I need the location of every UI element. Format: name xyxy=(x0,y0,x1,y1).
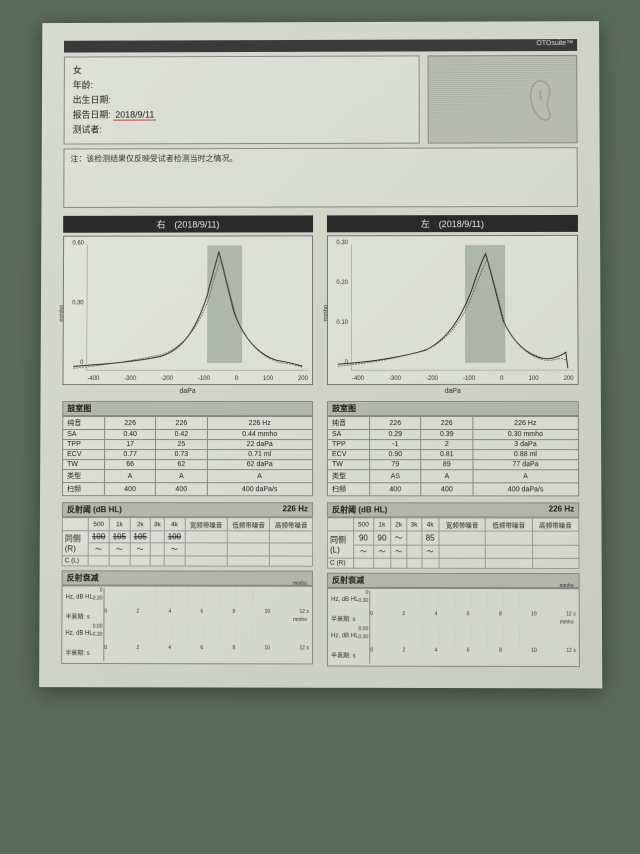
table-row: TPP172522 daPa xyxy=(63,440,313,450)
table-row: 类型ASAA xyxy=(328,470,579,483)
report-date-label: 报告日期: xyxy=(73,110,111,120)
decay-row: Hz, dB HLmmho0-0.30024681012 s xyxy=(65,588,308,606)
right-tymp-chart: 0.60 0.30 0 mmho -400 -300 -200 -100 0 xyxy=(62,235,313,385)
note-box: 注：该检测结果仅反映受试者检测当时之情况。 xyxy=(63,147,578,208)
table-row: SA0.290.390.30 mmho xyxy=(328,430,579,440)
tester-label: 测试者: xyxy=(73,122,411,136)
note-text: 注：该检测结果仅反映受试者检测当时之情况。 xyxy=(70,154,237,163)
right-decay-title: 反射衰减 xyxy=(62,570,313,585)
table-row: TW666262 daPa xyxy=(63,460,313,470)
table-row: ECV0.900.810.88 ml xyxy=(328,450,579,460)
mini-chart xyxy=(369,645,576,664)
table-row: 纯音226226226 Hz xyxy=(63,417,313,430)
right-column: 右 (2018/9/11) 0.60 0.30 0 mmho -400 - xyxy=(61,215,313,669)
left-tymp-table: 纯音226226226 HzSA0.290.390.30 mmhoTPP-123… xyxy=(327,416,579,496)
table-row: 类型AAA xyxy=(63,470,313,483)
table-row: 扫频400400400 daPa/s xyxy=(62,483,312,496)
decay-row: Hz, dB HLmmho0-0.30024681012 s xyxy=(331,591,576,610)
dob-label: 出生日期: xyxy=(73,92,411,106)
right-decay: Hz, dB HLmmho0-0.30024681012 s 半衰期: sHz, … xyxy=(61,585,313,664)
mini-chart: mmho0-0.30024681012 s xyxy=(369,591,575,609)
patient-info: 女 年龄: 出生日期: 报告日期: 2018/9/11 测试者: xyxy=(64,55,420,144)
table-row: 纯音226226226 Hz xyxy=(328,417,579,430)
ear-icon xyxy=(520,74,570,124)
table-row: TPP-123 daPa xyxy=(328,440,579,450)
mini-chart xyxy=(369,609,576,628)
gender: 女 xyxy=(73,62,411,76)
report-date: 2018/9/11 xyxy=(113,110,156,121)
table-row: 扫频400400400 daPa/s xyxy=(328,483,579,496)
report-page: OTOsuite™ 女 年龄: 出生日期: 报告日期: 2018/9/11 测试… xyxy=(39,21,602,688)
left-tymp-title: 鼓室图 xyxy=(327,401,579,416)
mini-chart xyxy=(103,643,309,662)
right-tymp-title: 鼓室图 xyxy=(62,401,313,416)
columns: 右 (2018/9/11) 0.60 0.30 0 mmho -400 - xyxy=(61,215,580,670)
mini-chart: mmho0-0.30024681012 s xyxy=(103,589,308,607)
right-curve xyxy=(63,236,312,384)
table-row: ECV0.770.730.71 ml xyxy=(63,450,313,460)
left-reflex-title: 反射阈 (dB HL) 226 Hz xyxy=(327,502,579,517)
left-title: 左 (2018/9/11) xyxy=(327,215,578,232)
decay-row: Hz, dB HLmmho0.00-0.30024681012 s xyxy=(65,625,309,644)
ear-illustration xyxy=(428,55,578,144)
decay-row: Hz, dB HLmmho0.00-0.30024681012 s xyxy=(331,627,576,646)
mini-chart: mmho0.00-0.30024681012 s xyxy=(369,627,576,646)
right-x-axis-label: daPa xyxy=(62,388,313,395)
table-row: TW798977 daPa xyxy=(328,460,579,470)
decay-row: 半衰期: s xyxy=(65,643,309,662)
left-tymp-chart: 0.30 0.20 0.10 0 mmho -400 -300 -200 -10… xyxy=(327,235,579,385)
brand-label: OTOsuite™ xyxy=(536,40,573,47)
right-tymp-table: 纯音226226226 HzSA0.400.420.44 mmhoTPP1725… xyxy=(62,416,313,496)
mini-chart: mmho0.00-0.30024681012 s xyxy=(103,625,309,644)
right-reflex-table: 5001k2k3k4k宽频带噪音低频带噪音高频带噪音 同侧(R)10010510… xyxy=(62,517,313,566)
right-x-labels: -400 -300 -200 -100 0 100 200 xyxy=(87,376,308,382)
header-row: 女 年龄: 出生日期: 报告日期: 2018/9/11 测试者: xyxy=(64,55,578,145)
right-reflex-title: 反射阈 (dB HL) 226 Hz xyxy=(62,502,313,517)
left-column: 左 (2018/9/11) 0.30 0.20 0.10 0 mmho - xyxy=(327,215,580,670)
right-title: 右 (2018/9/11) xyxy=(63,215,313,232)
left-x-axis-label: daPa xyxy=(327,388,579,395)
left-x-labels: -400 -300 -200 -100 0 100 200 xyxy=(352,376,574,382)
age-label: 年龄: xyxy=(73,77,411,91)
table-row: SA0.400.420.44 mmho xyxy=(63,430,313,440)
report-date-row: 报告日期: 2018/9/11 xyxy=(73,107,411,121)
top-bar: OTOsuite™ xyxy=(64,39,577,53)
left-reflex-table: 5001k2k3k4k宽频带噪音低频带噪音高频带噪音 同侧(L)9090～85 … xyxy=(327,517,579,569)
mini-chart xyxy=(103,607,309,625)
decay-row: 半衰期: s xyxy=(331,645,576,664)
left-decay: Hz, dB HLmmho0-0.30024681012 s 半衰期: sHz, … xyxy=(327,588,580,667)
left-decay-title: 反射衰减 xyxy=(327,573,580,588)
left-curve xyxy=(328,236,578,384)
